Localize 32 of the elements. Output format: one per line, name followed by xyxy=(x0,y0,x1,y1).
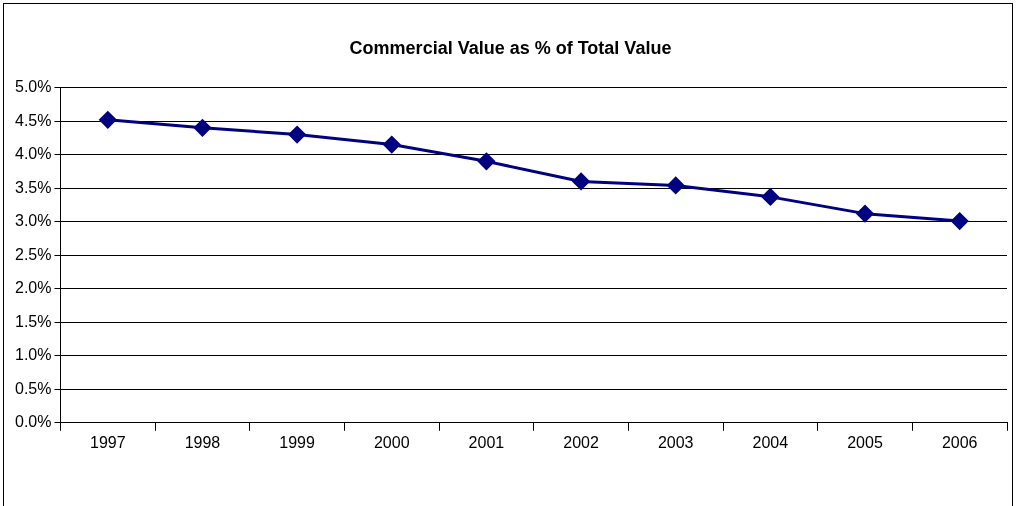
point xyxy=(667,176,685,194)
y-tick-label: 2.0% xyxy=(15,279,52,297)
point xyxy=(99,111,117,129)
y-tick-label: 3.0% xyxy=(15,212,52,230)
x-tick-label: 2004 xyxy=(752,433,789,451)
x-tick-label: 2002 xyxy=(563,433,599,451)
x-tick-label: 2006 xyxy=(941,433,978,451)
point xyxy=(761,188,779,206)
x-tick-label: 2000 xyxy=(373,433,410,451)
y-tick-label: 2.5% xyxy=(15,245,52,263)
point xyxy=(856,205,874,223)
x-tick-label: 2003 xyxy=(657,433,694,451)
x-tick-label: 2001 xyxy=(468,433,505,451)
y-tick-label: 4.5% xyxy=(15,111,52,129)
chart-title: Commercial Value as % of Total Value xyxy=(349,37,672,58)
y-tick-label: 3.5% xyxy=(15,178,52,196)
x-tick-label: 1997 xyxy=(90,433,126,451)
y-tick-label: 5.0% xyxy=(15,78,52,96)
y-tick-label: 0.5% xyxy=(15,379,52,397)
y-tick-label: 4.0% xyxy=(15,145,52,163)
x-tick-label: 2005 xyxy=(847,433,883,451)
point xyxy=(572,172,590,190)
point xyxy=(193,119,211,137)
y-tick-label: 0.0% xyxy=(15,413,52,431)
point xyxy=(383,136,401,154)
x-tick-label: 1999 xyxy=(279,433,315,451)
point xyxy=(288,126,306,144)
y-tick-label: 1.0% xyxy=(15,346,52,364)
point xyxy=(477,152,495,170)
x-tick-label: 1998 xyxy=(184,433,221,451)
y-tick-label: 1.5% xyxy=(15,312,52,330)
point xyxy=(951,212,969,230)
